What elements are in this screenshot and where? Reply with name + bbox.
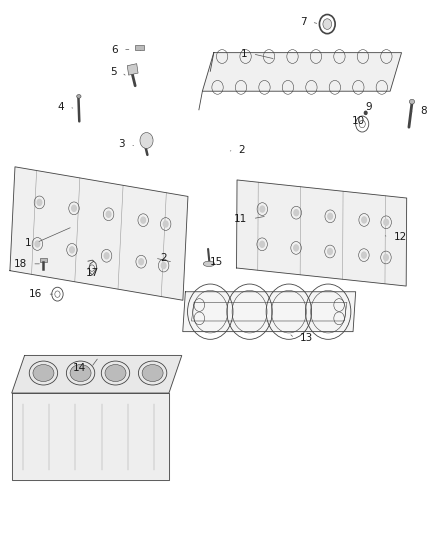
Text: 8: 8: [420, 106, 427, 116]
Circle shape: [34, 240, 40, 248]
Circle shape: [361, 216, 367, 224]
Circle shape: [323, 19, 332, 29]
Circle shape: [361, 252, 367, 259]
Text: 2: 2: [160, 253, 167, 263]
Ellipse shape: [70, 365, 91, 382]
Polygon shape: [237, 180, 406, 286]
Text: 16: 16: [29, 289, 42, 299]
Circle shape: [138, 258, 144, 265]
Text: 14: 14: [73, 362, 86, 373]
Polygon shape: [12, 393, 169, 480]
Text: 17: 17: [86, 268, 99, 278]
Text: 15: 15: [210, 257, 223, 267]
Text: 11: 11: [234, 214, 247, 224]
Circle shape: [383, 254, 389, 261]
Polygon shape: [202, 53, 402, 91]
Circle shape: [106, 211, 112, 218]
Circle shape: [259, 205, 265, 213]
Text: 3: 3: [119, 139, 125, 149]
Circle shape: [293, 209, 299, 216]
Circle shape: [71, 205, 77, 212]
Text: 7: 7: [300, 17, 306, 27]
Bar: [135, 45, 144, 50]
Ellipse shape: [203, 261, 215, 266]
Circle shape: [69, 246, 75, 254]
Ellipse shape: [77, 94, 81, 98]
Text: 9: 9: [366, 102, 372, 112]
Bar: [40, 258, 46, 262]
Text: 1: 1: [25, 238, 31, 247]
Polygon shape: [183, 292, 356, 332]
Ellipse shape: [140, 133, 153, 149]
Ellipse shape: [105, 365, 126, 382]
Circle shape: [364, 111, 367, 115]
Text: 5: 5: [110, 68, 117, 77]
Circle shape: [103, 252, 110, 260]
Circle shape: [36, 199, 42, 206]
Circle shape: [327, 213, 333, 220]
Ellipse shape: [142, 365, 163, 382]
Text: 2: 2: [239, 144, 245, 155]
Ellipse shape: [33, 365, 54, 382]
Text: 18: 18: [14, 259, 27, 269]
Text: 6: 6: [111, 45, 118, 54]
Circle shape: [161, 262, 167, 269]
Polygon shape: [10, 167, 188, 300]
Circle shape: [162, 220, 169, 228]
Polygon shape: [12, 356, 182, 393]
Text: 1: 1: [241, 49, 247, 59]
Circle shape: [140, 216, 146, 224]
Text: 4: 4: [57, 102, 64, 112]
Circle shape: [327, 248, 333, 255]
Circle shape: [259, 240, 265, 248]
Circle shape: [383, 219, 389, 226]
Text: 10: 10: [352, 116, 365, 126]
Bar: [127, 63, 138, 75]
Text: 13: 13: [300, 333, 313, 343]
Circle shape: [293, 244, 299, 252]
Ellipse shape: [410, 99, 415, 104]
Text: 12: 12: [394, 232, 407, 243]
